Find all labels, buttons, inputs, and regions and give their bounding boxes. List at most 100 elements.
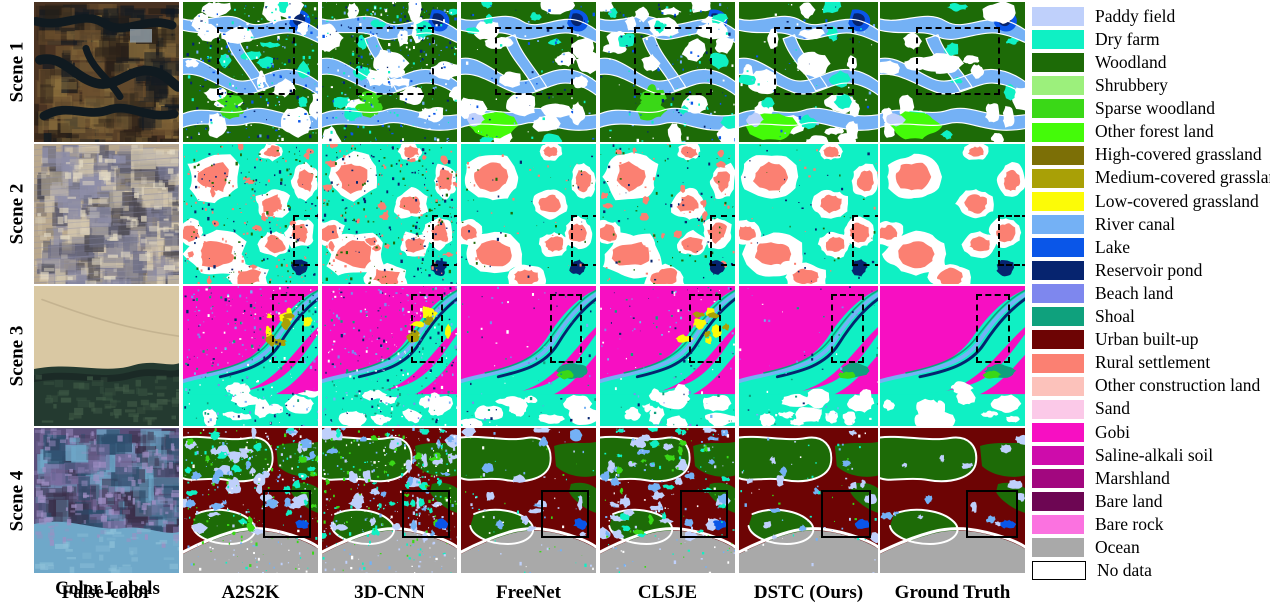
panel-scene3-a2s2k bbox=[183, 286, 318, 426]
panel-scene4-ground-truth bbox=[880, 428, 1025, 573]
legend-label: Paddy field bbox=[1095, 5, 1176, 26]
row-label-scene-2: Scene 2 bbox=[0, 144, 34, 284]
legend-item: Ocean bbox=[1032, 536, 1140, 559]
legend-item: Saline-alkali soil bbox=[1032, 444, 1213, 467]
legend-swatch bbox=[1032, 191, 1084, 211]
column-caption-ground-truth: Ground Truth bbox=[880, 578, 1025, 608]
legend-swatch bbox=[1032, 238, 1084, 257]
legend-item: Shoal bbox=[1032, 305, 1135, 328]
legend-item: Dry farm bbox=[1032, 28, 1160, 51]
legend-label: Shrubbery bbox=[1095, 75, 1168, 96]
legend-swatch bbox=[1032, 145, 1084, 165]
panel-scene4-dstc-ours bbox=[739, 428, 878, 573]
panel-scene3-dstc-ours bbox=[739, 286, 878, 426]
column-caption-text: A2S2K bbox=[221, 582, 280, 603]
legend-label: River canal bbox=[1095, 213, 1176, 234]
legend-item: Gobi bbox=[1032, 421, 1130, 444]
row-label-text: Scene 1 bbox=[6, 41, 27, 103]
legend-label: High-covered grassland bbox=[1095, 144, 1262, 165]
legend-label: Bare rock bbox=[1095, 513, 1164, 534]
legend-swatch bbox=[1032, 330, 1084, 350]
column-caption-false-color: False-color bbox=[34, 578, 179, 608]
legend-swatch bbox=[1032, 376, 1084, 396]
row-label-scene-4: Scene 4 bbox=[0, 428, 34, 573]
legend-label: Other forest land bbox=[1095, 121, 1214, 142]
panel-scene2-clsje bbox=[600, 144, 735, 284]
column-caption-text: CLSJE bbox=[637, 582, 698, 603]
panel-scene1-ground-truth bbox=[880, 2, 1025, 142]
row-label-text: Scene 4 bbox=[6, 470, 27, 531]
legend-label: Shoal bbox=[1095, 306, 1135, 327]
legend-swatch bbox=[1032, 53, 1084, 73]
legend-swatch bbox=[1032, 399, 1084, 419]
panel-scene2-a2s2k bbox=[183, 144, 318, 284]
panel-scene2-false-color bbox=[34, 144, 179, 284]
legend-swatch bbox=[1032, 307, 1084, 327]
panel-scene2-freenet bbox=[461, 144, 596, 284]
legend-swatch bbox=[1032, 561, 1086, 581]
legend-item: Low-covered grassland bbox=[1032, 190, 1259, 213]
legend-swatch bbox=[1032, 168, 1084, 188]
legend-swatch bbox=[1032, 76, 1084, 96]
legend-item: Bare land bbox=[1032, 490, 1163, 513]
legend-label: No data bbox=[1097, 560, 1152, 581]
panel-scene1-3d-cnn bbox=[322, 2, 457, 142]
legend-label: Ocean bbox=[1095, 537, 1140, 558]
legend-swatch bbox=[1032, 492, 1084, 512]
column-caption-dstc: DSTC (Ours) bbox=[739, 578, 878, 608]
legend-label: Saline-alkali soil bbox=[1095, 444, 1214, 465]
panel-scene3-ground-truth bbox=[880, 286, 1025, 426]
column-caption-3d-cnn: 3D-CNN bbox=[322, 578, 457, 608]
legend-item: Reservoir pond bbox=[1032, 259, 1202, 282]
panel-scene2-3d-cnn bbox=[322, 144, 457, 284]
legend-label: Sand bbox=[1095, 398, 1130, 419]
legend-item: Rural settlement bbox=[1032, 352, 1210, 375]
panel-scene1-freenet bbox=[461, 2, 596, 142]
legend-swatch bbox=[1032, 284, 1084, 304]
legend-label: Urban built-up bbox=[1095, 329, 1199, 350]
legend-item: No data bbox=[1032, 559, 1152, 582]
panel-scene1-dstc-ours bbox=[739, 2, 878, 142]
column-caption-a2s2k: A2S2K bbox=[183, 578, 318, 608]
legend-swatch bbox=[1032, 7, 1084, 26]
panel-scene3-clsje bbox=[600, 286, 735, 426]
legend-label: Medium-covered grassland bbox=[1095, 167, 1270, 188]
column-caption-text: FreeNet bbox=[495, 582, 562, 603]
column-caption-text: False-color bbox=[61, 582, 152, 603]
legend-label: Other construction land bbox=[1095, 375, 1261, 396]
legend-item: Paddy field bbox=[1032, 5, 1175, 28]
legend-label: Dry farm bbox=[1095, 28, 1160, 49]
legend-swatch bbox=[1032, 469, 1084, 488]
legend-label: Low-covered grassland bbox=[1095, 190, 1259, 211]
panel-scene4-clsje bbox=[600, 428, 735, 573]
column-caption-text: 3D-CNN bbox=[354, 582, 425, 603]
legend-label: Marshland bbox=[1095, 467, 1170, 488]
legend-swatch bbox=[1032, 445, 1084, 465]
panel-scene4-false-color bbox=[34, 428, 179, 573]
legend-item: Woodland bbox=[1032, 51, 1167, 74]
legend-swatch bbox=[1032, 261, 1084, 281]
legend-item: Bare rock bbox=[1032, 513, 1164, 536]
legend-item: Urban built-up bbox=[1032, 328, 1199, 351]
panel-scene1-clsje bbox=[600, 2, 735, 142]
legend-label: Rural settlement bbox=[1095, 352, 1211, 373]
column-caption-clsje: CLSJE bbox=[600, 578, 735, 608]
legend-title-text: Color Labels bbox=[55, 578, 160, 599]
panel-scene2-ground-truth bbox=[880, 144, 1025, 284]
panel-scene1-false-color bbox=[34, 2, 179, 142]
legend-label: Beach land bbox=[1095, 282, 1174, 303]
row-label-text: Scene 2 bbox=[6, 183, 27, 245]
legend-label: Reservoir pond bbox=[1095, 259, 1203, 280]
legend-label: Lake bbox=[1095, 236, 1130, 257]
panel-scene4-a2s2k bbox=[183, 428, 318, 573]
row-label-text: Scene 3 bbox=[6, 325, 27, 387]
legend-label: Gobi bbox=[1095, 421, 1130, 442]
legend-item: Other forest land bbox=[1032, 121, 1214, 144]
legend-item: River canal bbox=[1032, 213, 1175, 236]
panel-scene3-false-color bbox=[34, 286, 179, 426]
legend-label: Woodland bbox=[1095, 51, 1167, 72]
panel-scene4-freenet bbox=[461, 428, 596, 573]
panel-scene2-dstc-ours bbox=[739, 144, 878, 284]
legend-swatch bbox=[1032, 538, 1084, 558]
